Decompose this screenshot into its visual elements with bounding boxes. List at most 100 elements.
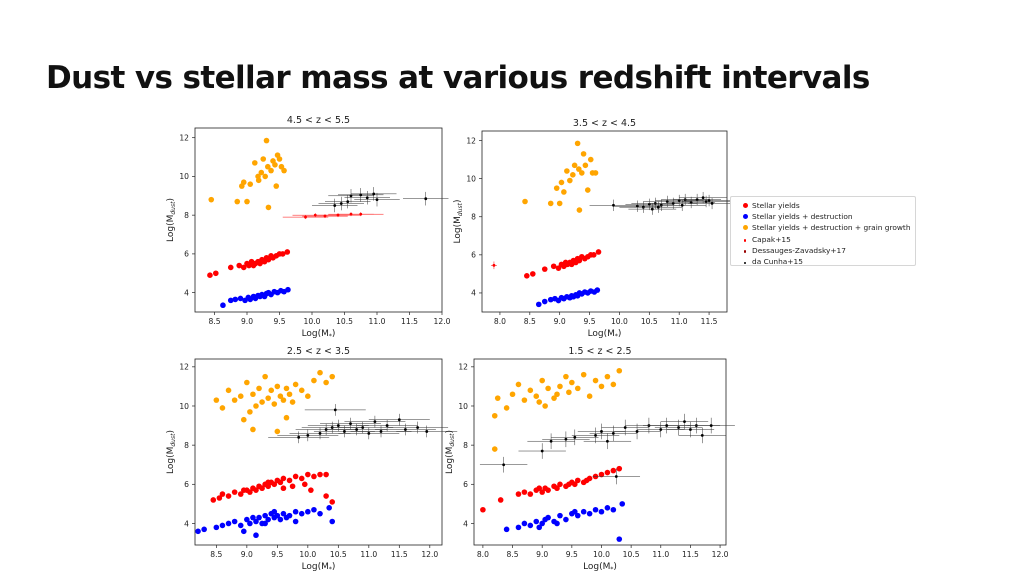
data-point	[553, 185, 560, 191]
data-point	[571, 162, 578, 169]
data-point	[547, 200, 554, 207]
data-point	[274, 383, 281, 390]
y-axis-label: Log(Mdust)	[166, 198, 177, 242]
data-point	[277, 479, 284, 486]
data-point	[305, 393, 311, 400]
data-point	[533, 393, 540, 400]
data-point	[564, 437, 568, 441]
data-point	[225, 520, 232, 527]
series-stellar-yields-destruction-grain-growth	[522, 140, 599, 213]
data-point	[329, 373, 336, 380]
data-point	[237, 295, 244, 302]
data-point	[234, 198, 241, 205]
series-stellar-yields-destruction	[220, 286, 291, 309]
data-point	[539, 520, 545, 527]
data-point	[323, 493, 329, 499]
data-point	[311, 377, 317, 384]
y-tick-label: 4	[184, 519, 189, 528]
data-point	[556, 200, 563, 207]
data-point	[262, 373, 268, 380]
data-point	[600, 430, 603, 433]
legend-marker	[738, 223, 752, 232]
data-point	[535, 301, 542, 308]
data-point	[255, 177, 262, 184]
data-point	[219, 522, 226, 529]
data-point	[305, 471, 311, 478]
data-point	[566, 481, 572, 488]
data-point	[304, 215, 307, 219]
data-point	[253, 403, 259, 409]
series-stellar-yields-destruction	[503, 501, 626, 542]
data-point	[573, 435, 577, 439]
data-point	[253, 487, 259, 493]
x-tick-label: 12.0	[421, 550, 438, 559]
data-point	[551, 395, 557, 401]
data-point	[583, 477, 590, 484]
data-point	[297, 435, 301, 439]
data-point	[227, 297, 234, 304]
data-point	[336, 424, 340, 427]
data-point	[227, 264, 234, 271]
data-point	[521, 397, 528, 403]
data-point	[503, 526, 510, 533]
x-tick-label: 11.0	[360, 550, 377, 559]
data-point	[323, 214, 327, 218]
data-point	[570, 172, 576, 178]
data-point	[292, 518, 299, 525]
legend-item: Stellar yields + destruction + grain gro…	[738, 222, 915, 233]
data-point	[572, 481, 578, 488]
data-point	[262, 520, 268, 527]
data-point	[247, 520, 253, 527]
series-capak-15	[490, 261, 497, 270]
x-axis-label: Log(M*)	[302, 329, 336, 340]
data-point	[281, 167, 287, 174]
data-point	[231, 489, 238, 495]
data-point	[367, 432, 371, 435]
data-point	[610, 381, 617, 388]
data-point	[244, 516, 250, 523]
data-point	[549, 439, 553, 443]
data-point	[592, 506, 599, 513]
data-point	[265, 395, 271, 401]
data-point	[707, 199, 711, 202]
legend-marker	[738, 257, 752, 266]
data-point	[497, 497, 504, 503]
chart-panel: 2.5 < z < 3.5 8.5 9.0 9.5 10.0 10.5 11.0 11.5 12…	[166, 346, 458, 573]
x-tick-label: 9.5	[273, 317, 285, 326]
x-tick-label: 9.5	[271, 550, 283, 559]
data-point	[710, 202, 714, 205]
data-point	[569, 379, 575, 386]
data-point	[277, 393, 284, 400]
data-point	[379, 430, 383, 433]
data-point	[237, 522, 244, 529]
data-point	[318, 432, 322, 435]
data-point	[424, 197, 428, 201]
x-tick-label: 9.0	[241, 550, 253, 559]
chart-title: 4.5 < z < 5.5	[287, 115, 350, 126]
data-point	[373, 420, 377, 424]
series-da-cunha-15	[268, 404, 458, 444]
data-point	[256, 514, 262, 521]
data-point	[301, 481, 308, 488]
data-point	[610, 467, 617, 474]
series-stellar-yields-destruction-grain-growth	[213, 369, 336, 435]
data-point	[236, 262, 242, 269]
plot-frame	[194, 127, 443, 313]
data-point	[256, 385, 262, 392]
data-point	[554, 520, 560, 527]
data-point	[237, 491, 244, 497]
series-stellar-yields	[480, 465, 623, 513]
data-point	[250, 391, 256, 398]
data-point	[349, 194, 353, 198]
x-axis-label: Log(M*)	[588, 329, 622, 340]
data-point	[268, 387, 275, 394]
y-tick-label: 12	[466, 136, 476, 145]
data-point	[305, 508, 311, 515]
data-point	[265, 483, 271, 490]
series-capak-15	[282, 212, 384, 220]
data-point	[572, 508, 578, 515]
x-tick-label: 8.5	[210, 550, 222, 559]
data-point	[240, 528, 247, 535]
data-point	[306, 433, 310, 437]
data-point	[533, 518, 540, 525]
